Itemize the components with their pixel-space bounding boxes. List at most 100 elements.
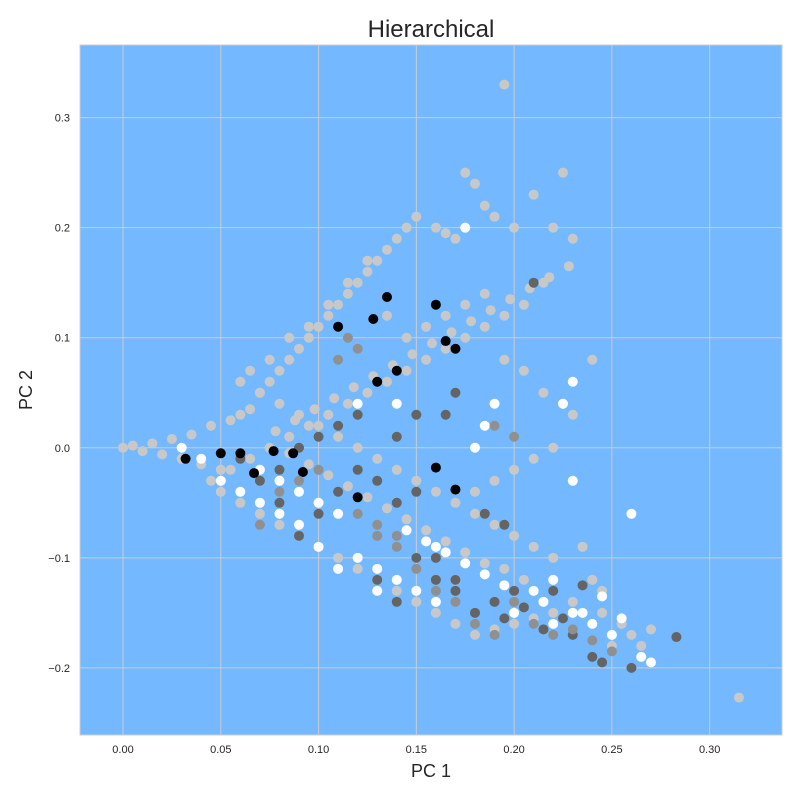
- data-point: [362, 255, 373, 266]
- data-point: [421, 354, 432, 365]
- x-gridlines: [122, 45, 711, 735]
- data-point: [548, 618, 559, 629]
- data-point: [577, 580, 588, 591]
- data-point: [587, 618, 598, 629]
- data-point: [567, 376, 578, 387]
- data-point: [303, 420, 314, 431]
- data-point: [362, 492, 373, 503]
- chart-title: Hierarchical: [368, 16, 495, 43]
- data-point: [489, 596, 500, 607]
- data-point: [557, 613, 568, 624]
- plot-frame: [79, 44, 783, 736]
- data-point: [430, 552, 441, 563]
- data-point: [538, 596, 549, 607]
- data-point: [479, 200, 490, 211]
- data-point: [235, 448, 246, 459]
- data-point: [245, 365, 256, 376]
- data-point: [460, 558, 471, 569]
- data-point: [499, 354, 510, 365]
- data-point: [509, 585, 520, 596]
- data-point: [352, 508, 363, 519]
- data-point: [382, 244, 393, 255]
- data-point: [166, 433, 177, 444]
- data-point: [157, 449, 168, 460]
- data-point: [528, 277, 539, 288]
- data-point: [342, 332, 353, 343]
- data-point: [284, 431, 295, 442]
- data-point: [597, 591, 608, 602]
- data-point: [636, 651, 647, 662]
- data-point: [118, 442, 129, 453]
- data-point: [485, 305, 496, 316]
- data-point: [505, 294, 516, 305]
- data-point: [323, 310, 334, 321]
- data-point: [391, 585, 402, 596]
- x-tick-label: 0.25: [601, 744, 622, 756]
- data-point: [290, 415, 301, 426]
- data-point: [548, 585, 559, 596]
- y-tick-label: 0.1: [55, 333, 70, 345]
- data-point: [352, 442, 363, 453]
- data-point: [215, 448, 226, 459]
- data-point: [333, 563, 344, 574]
- data-point: [382, 292, 393, 303]
- data-point: [372, 376, 383, 387]
- data-point: [372, 519, 383, 530]
- data-point: [391, 431, 402, 442]
- data-point: [606, 629, 617, 640]
- data-point: [509, 222, 520, 233]
- data-point: [440, 536, 451, 547]
- data-point: [176, 442, 187, 453]
- data-point: [528, 541, 539, 552]
- data-point: [450, 596, 461, 607]
- data-point: [645, 624, 656, 635]
- data-point: [469, 607, 480, 618]
- data-point: [254, 475, 265, 486]
- data-point: [538, 624, 549, 635]
- data-point: [528, 453, 539, 464]
- data-point: [274, 365, 285, 376]
- data-point: [342, 398, 353, 409]
- data-point: [342, 481, 353, 492]
- data-point: [372, 475, 383, 486]
- cluster-4-points: [254, 332, 617, 657]
- data-point: [489, 475, 500, 486]
- data-point: [430, 222, 441, 233]
- data-point: [733, 692, 744, 703]
- data-point: [440, 547, 451, 558]
- y-tick-label: −0.2: [48, 663, 70, 675]
- data-point: [225, 464, 236, 475]
- data-point: [401, 525, 412, 536]
- data-point: [411, 563, 422, 574]
- data-point: [460, 222, 471, 233]
- data-point: [333, 354, 344, 365]
- data-point: [362, 266, 373, 277]
- data-point: [499, 563, 510, 574]
- data-point: [391, 541, 402, 552]
- data-point: [567, 596, 578, 607]
- data-point: [587, 354, 598, 365]
- data-point: [597, 657, 608, 668]
- data-point: [391, 398, 402, 409]
- data-point: [333, 552, 344, 563]
- data-point: [254, 387, 265, 398]
- data-point: [460, 547, 471, 558]
- data-point: [528, 618, 539, 629]
- data-point: [411, 552, 422, 563]
- data-point: [421, 321, 432, 332]
- data-point: [368, 314, 379, 325]
- data-point: [440, 343, 451, 354]
- data-point: [430, 574, 441, 585]
- data-point: [509, 464, 520, 475]
- data-point: [466, 316, 477, 327]
- data-point: [348, 382, 359, 393]
- data-point: [450, 343, 461, 354]
- data-point: [518, 602, 529, 613]
- x-tick-label: 0.10: [308, 744, 329, 756]
- data-point: [430, 541, 441, 552]
- data-point: [430, 299, 441, 310]
- data-point: [342, 277, 353, 288]
- data-point: [372, 453, 383, 464]
- data-point: [479, 558, 490, 569]
- data-point: [309, 404, 320, 415]
